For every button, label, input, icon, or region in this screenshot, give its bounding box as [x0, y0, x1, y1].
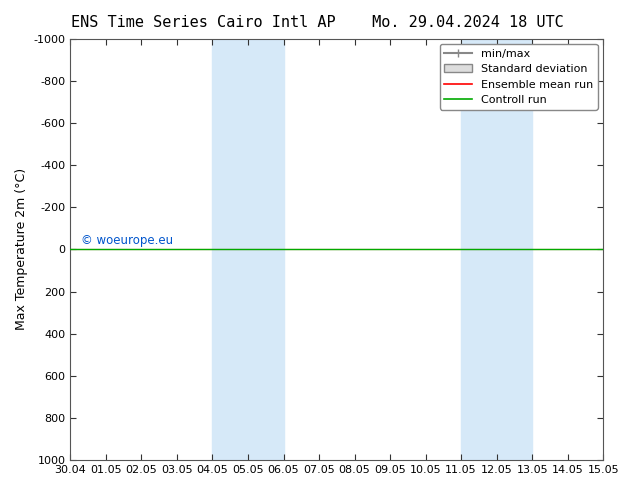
Text: ENS Time Series Cairo Intl AP    Mo. 29.04.2024 18 UTC: ENS Time Series Cairo Intl AP Mo. 29.04.… — [70, 15, 564, 30]
Text: © woeurope.eu: © woeurope.eu — [81, 234, 173, 247]
Bar — [461, 39, 532, 460]
Bar — [212, 39, 283, 460]
Legend: min/max, Standard deviation, Ensemble mean run, Controll run: min/max, Standard deviation, Ensemble me… — [440, 44, 598, 110]
Y-axis label: Max Temperature 2m (°C): Max Temperature 2m (°C) — [15, 168, 28, 330]
